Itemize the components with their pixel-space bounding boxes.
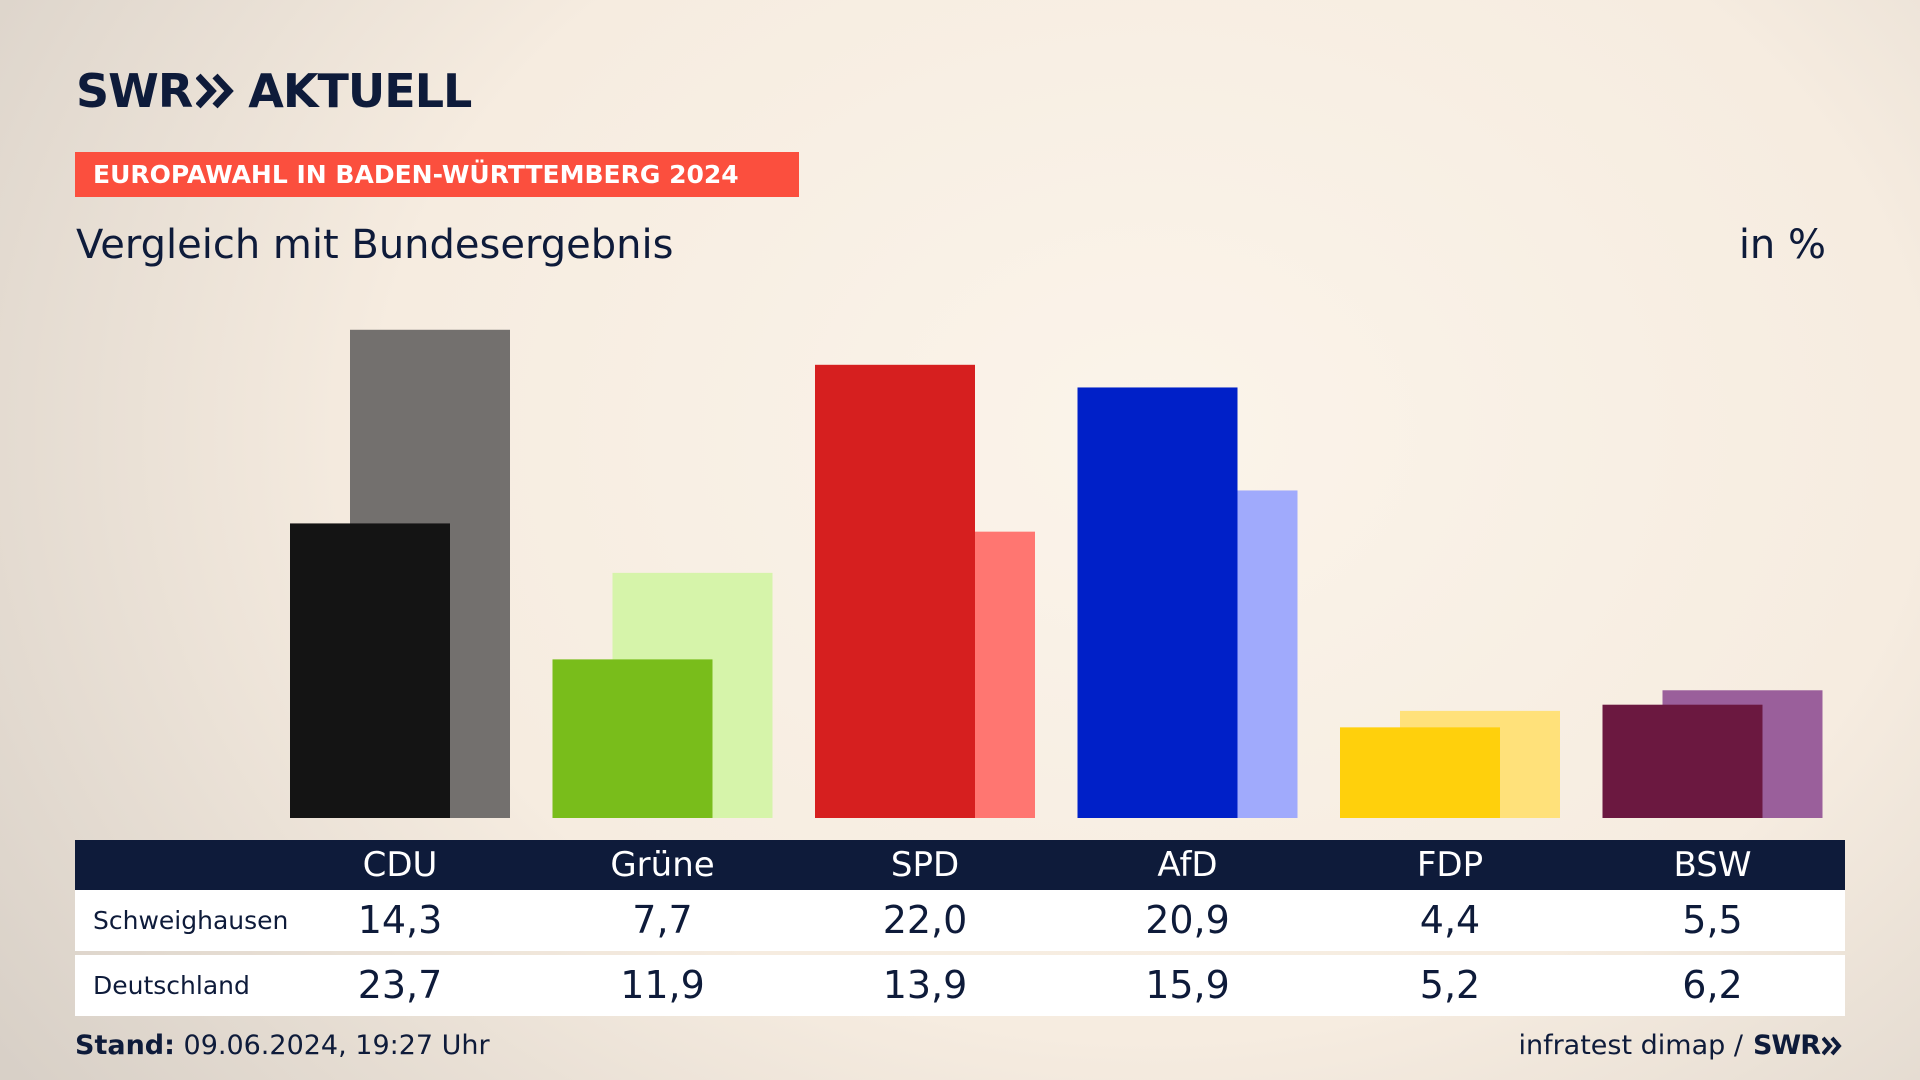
column-header-cdu: CDU <box>362 845 438 885</box>
unit-label: in % <box>1738 222 1826 268</box>
results-table: CDU Grüne SPD AfD FDP BSW Schweighausen 14,3 7… <box>75 840 1845 1016</box>
election-tag: EUROPAWAHL IN BADEN-WÜRTTEMBERG 2024 <box>75 152 799 197</box>
table-row: Deutschland 23,7 11,9 13,9 15,9 5,2 6,2 <box>75 955 1845 1016</box>
row-label: Deutschland <box>93 971 250 1000</box>
bar-local-cdu <box>290 523 450 818</box>
table-cell: 6,2 <box>1682 963 1743 1007</box>
table-cell: 22,0 <box>882 898 968 942</box>
election-tag-label: EUROPAWAHL IN BADEN-WÜRTTEMBERG 2024 <box>93 160 739 189</box>
table-cell: 15,9 <box>1145 963 1230 1007</box>
chart-subtitle: Vergleich mit Bundesergebnis <box>76 222 674 268</box>
table-cell: 11,9 <box>620 963 705 1007</box>
column-header-afd: AfD <box>1157 845 1218 885</box>
timestamp: Stand: 09.06.2024, 19:27 Uhr <box>75 1030 490 1061</box>
table-cell: 13,9 <box>882 963 968 1007</box>
row-label: Schweighausen <box>93 906 289 935</box>
logo-title: AKTUELL <box>248 64 472 118</box>
double-chevron-icon <box>1822 1036 1842 1055</box>
stand-value: 09.06.2024, 19:27 Uhr <box>183 1030 490 1061</box>
column-header-fdp: FDP <box>1416 845 1484 885</box>
table-cell: 4,4 <box>1419 898 1481 942</box>
source-brand: SWR <box>1752 1030 1821 1061</box>
source-credit: infratest dimap / SWR <box>1518 1030 1844 1061</box>
table-cell: 20,9 <box>1145 898 1230 942</box>
source-label: infratest dimap / <box>1518 1030 1743 1061</box>
table-header: CDU Grüne SPD AfD FDP BSW <box>75 840 1845 890</box>
stand-label: Stand: <box>75 1030 175 1061</box>
bar-local-bsw <box>1602 704 1763 818</box>
table-cell: 5,2 <box>1419 963 1481 1007</box>
double-chevron-icon <box>196 73 235 109</box>
column-header-spd: SPD <box>890 845 960 885</box>
table-cell: 5,5 <box>1682 898 1743 942</box>
table-cell: 23,7 <box>357 963 443 1007</box>
column-header-grüne: Grüne <box>610 845 715 885</box>
swr-aktuell-logo: SWR AKTUELL <box>76 64 472 118</box>
table-cell: 7,7 <box>632 898 693 942</box>
bar-local-fdp <box>1340 727 1500 818</box>
column-header-bsw: BSW <box>1673 845 1752 885</box>
table-cell: 14,3 <box>357 898 443 942</box>
logo-brand: SWR <box>76 64 193 118</box>
bar-local-grüne <box>552 659 713 818</box>
table-row: Schweighausen 14,3 7,7 22,0 20,9 4,4 5,5 <box>75 890 1845 951</box>
bar-local-afd <box>1077 387 1238 818</box>
bar-local-spd <box>815 364 975 818</box>
